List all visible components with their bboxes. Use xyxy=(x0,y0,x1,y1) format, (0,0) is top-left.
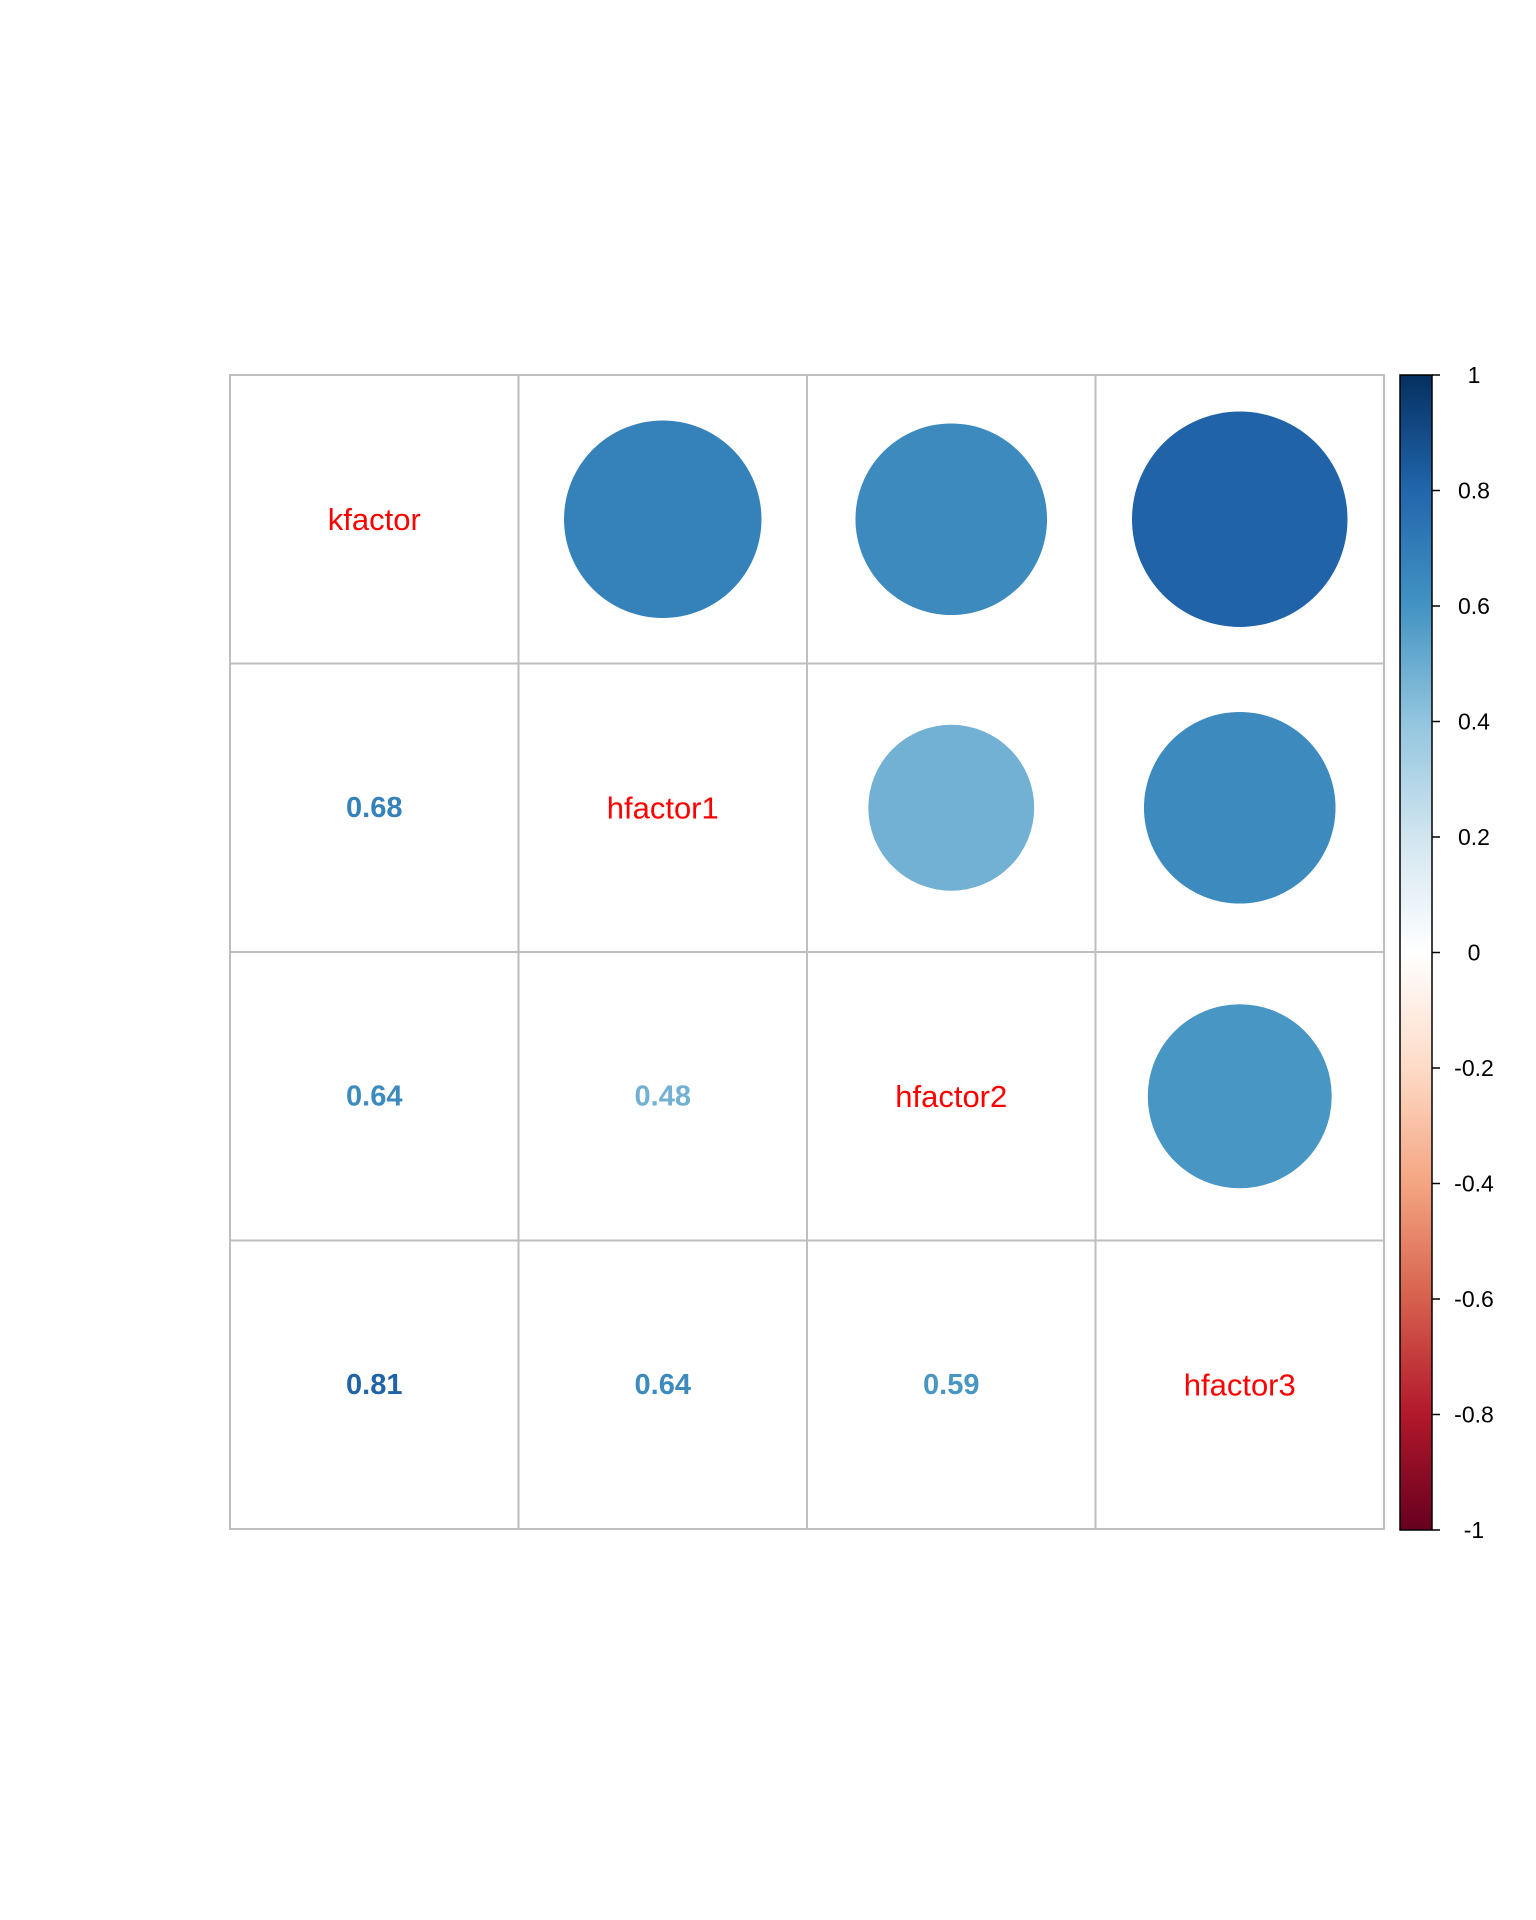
colorbar-tick-label: -0.8 xyxy=(1454,1402,1494,1428)
coefficient-label: 0.64 xyxy=(346,1080,402,1112)
matrix-cell xyxy=(517,951,808,1242)
matrix-cell xyxy=(1094,1239,1385,1530)
matrix-cell xyxy=(806,1239,1097,1530)
coefficient-label: 0.68 xyxy=(346,792,402,824)
variable-label: hfactor2 xyxy=(895,1079,1007,1114)
matrix-cell xyxy=(517,1239,808,1530)
matrix-cell xyxy=(229,374,520,665)
colorbar-tick-label: 0.4 xyxy=(1458,709,1490,735)
colorbar-fill xyxy=(1400,375,1432,1530)
colorbar: 1 0.8 0.6 0.4 0.2 0 -0.2 -0.4 -0.6 -0.8 -1 xyxy=(1399,362,1494,1543)
colorbar-tick-label: 0.6 xyxy=(1458,593,1490,619)
colorbar-tick-label: -1 xyxy=(1464,1517,1484,1543)
coefficient-label: 0.48 xyxy=(635,1080,691,1112)
variable-label: hfactor1 xyxy=(607,790,719,825)
coefficient-label: 0.59 xyxy=(923,1369,979,1401)
coefficient-label: 0.64 xyxy=(635,1369,691,1401)
matrix-cell xyxy=(517,662,808,953)
colorbar-tick-label: -0.6 xyxy=(1454,1286,1494,1312)
colorbar-tick-label: -0.4 xyxy=(1454,1171,1494,1197)
colorbar-tick-label: 0.2 xyxy=(1458,824,1490,850)
correlation-circle xyxy=(1131,411,1348,628)
coefficient-label: 0.81 xyxy=(346,1369,402,1401)
correlation-circle xyxy=(855,423,1048,616)
colorbar-tick-label: 0.8 xyxy=(1458,478,1490,504)
variable-label: kfactor xyxy=(328,502,421,537)
correlation-circle xyxy=(564,420,762,618)
variable-label: hfactor3 xyxy=(1184,1367,1296,1402)
correlation-circle xyxy=(1143,711,1336,904)
correlation-circle xyxy=(868,724,1035,891)
matrix-glyphs: kfactor 0.68 hfactor1 0.64 0.48 hfactor2 0.81 0… xyxy=(328,411,1348,1402)
correlation-circle xyxy=(1147,1004,1332,1189)
colorbar-tick-label: 1 xyxy=(1468,362,1481,388)
colorbar-tick-label: -0.2 xyxy=(1454,1055,1494,1081)
matrix-cell xyxy=(229,662,520,953)
colorbar-tick-label: 0 xyxy=(1468,940,1481,966)
matrix-cell xyxy=(229,1239,520,1530)
